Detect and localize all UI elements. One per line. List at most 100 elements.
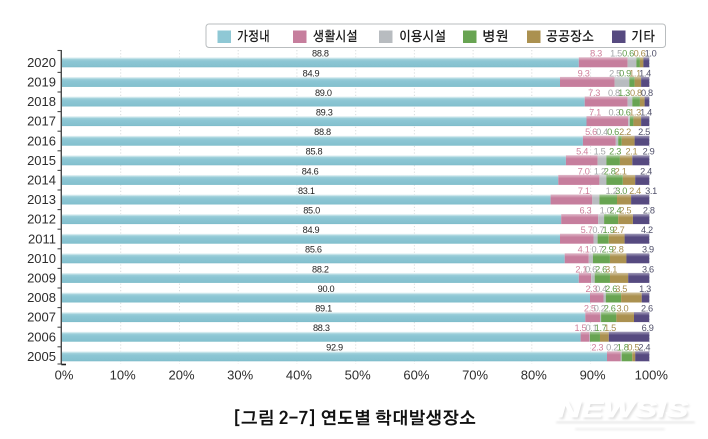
svg-text:2008: 2008: [27, 290, 56, 305]
svg-text:92.9: 92.9: [326, 343, 343, 353]
svg-text:0.2: 0.2: [594, 304, 606, 314]
svg-text:2.4: 2.4: [629, 186, 641, 196]
svg-text:2.9: 2.9: [643, 147, 655, 157]
svg-text:0.4: 0.4: [595, 284, 607, 294]
svg-text:88.8: 88.8: [314, 127, 331, 137]
svg-text:89.1: 89.1: [315, 304, 332, 314]
svg-text:90.0: 90.0: [318, 284, 335, 294]
svg-text:3.5: 3.5: [615, 284, 627, 294]
svg-text:20%: 20%: [168, 368, 194, 383]
svg-text:1.5: 1.5: [574, 323, 586, 333]
svg-text:7.3: 7.3: [588, 88, 600, 98]
svg-text:3.0: 3.0: [616, 304, 628, 314]
svg-text:84.9: 84.9: [303, 68, 320, 78]
svg-text:10%: 10%: [110, 368, 136, 383]
svg-text:4.1: 4.1: [578, 245, 590, 255]
svg-text:2.4: 2.4: [638, 343, 650, 353]
svg-text:88.8: 88.8: [312, 49, 329, 59]
svg-text:0.9: 0.9: [619, 68, 631, 78]
svg-text:0.5: 0.5: [627, 343, 639, 353]
svg-text:0.6: 0.6: [619, 108, 631, 118]
svg-text:2.3: 2.3: [609, 147, 621, 157]
svg-text:85.0: 85.0: [303, 206, 320, 216]
svg-text:2.6: 2.6: [604, 304, 616, 314]
svg-text:84.9: 84.9: [303, 225, 320, 235]
svg-text:0.8: 0.8: [608, 88, 620, 98]
svg-text:7.1: 7.1: [578, 186, 590, 196]
svg-text:2.6: 2.6: [641, 304, 653, 314]
svg-text:84.6: 84.6: [302, 166, 319, 176]
svg-text:1.1: 1.1: [629, 68, 641, 78]
svg-text:1.8: 1.8: [617, 343, 629, 353]
svg-text:2013: 2013: [27, 192, 56, 207]
svg-text:2009: 2009: [27, 271, 56, 286]
svg-text:2.5: 2.5: [609, 68, 621, 78]
svg-text:2.5: 2.5: [638, 127, 650, 137]
svg-text:5.7: 5.7: [581, 225, 593, 235]
svg-text:88.2: 88.2: [312, 264, 329, 274]
svg-text:2.1: 2.1: [615, 166, 627, 176]
svg-text:70%: 70%: [462, 368, 488, 383]
svg-text:1.5: 1.5: [610, 49, 622, 59]
svg-text:30%: 30%: [227, 368, 253, 383]
svg-text:89.3: 89.3: [316, 108, 333, 118]
svg-text:1.3: 1.3: [629, 108, 641, 118]
svg-text:2.7: 2.7: [613, 225, 625, 235]
svg-text:89.0: 89.0: [315, 88, 332, 98]
svg-text:83.1: 83.1: [298, 186, 315, 196]
svg-text:2005: 2005: [27, 349, 56, 364]
svg-text:40%: 40%: [286, 368, 312, 383]
svg-text:2.2: 2.2: [619, 127, 631, 137]
svg-text:4.2: 4.2: [641, 225, 653, 235]
svg-text:2015: 2015: [27, 153, 56, 168]
svg-text:2.5: 2.5: [619, 206, 631, 216]
svg-text:88.3: 88.3: [313, 323, 330, 333]
svg-text:6.3: 6.3: [579, 206, 591, 216]
svg-text:2019: 2019: [27, 75, 56, 90]
svg-text:2.5: 2.5: [584, 304, 596, 314]
svg-text:2.8: 2.8: [643, 206, 655, 216]
svg-text:9.3: 9.3: [578, 68, 590, 78]
svg-text:7.1: 7.1: [589, 108, 601, 118]
svg-text:0.6: 0.6: [585, 264, 597, 274]
svg-text:3.9: 3.9: [642, 245, 654, 255]
svg-text:5.6: 5.6: [585, 127, 597, 137]
svg-text:3.1: 3.1: [645, 186, 657, 196]
svg-text:2010: 2010: [27, 251, 56, 266]
svg-text:90%: 90%: [580, 368, 606, 383]
svg-text:0.2: 0.2: [606, 343, 618, 353]
svg-text:2012: 2012: [27, 212, 56, 227]
svg-text:0.6: 0.6: [607, 127, 619, 137]
svg-text:NEWSIS: NEWSIS: [559, 398, 691, 424]
svg-text:2011: 2011: [28, 231, 56, 246]
svg-text:5.4: 5.4: [576, 147, 588, 157]
svg-text:2014: 2014: [27, 173, 56, 188]
svg-text:0.6: 0.6: [622, 49, 634, 59]
svg-text:1.3: 1.3: [618, 88, 630, 98]
svg-text:2.8: 2.8: [604, 166, 616, 176]
svg-text:1.7: 1.7: [595, 323, 607, 333]
svg-text:2007: 2007: [27, 310, 56, 325]
svg-text:2018: 2018: [27, 94, 56, 109]
svg-text:2.4: 2.4: [640, 166, 652, 176]
svg-text:0.7: 0.7: [591, 245, 603, 255]
svg-text:2017: 2017: [27, 114, 56, 129]
svg-text:0.3: 0.3: [608, 108, 620, 118]
svg-text:2.1: 2.1: [575, 264, 587, 274]
svg-text:8.3: 8.3: [590, 49, 602, 59]
svg-text:1.0: 1.0: [600, 206, 612, 216]
svg-text:0.8: 0.8: [641, 88, 653, 98]
svg-text:2.9: 2.9: [602, 245, 614, 255]
svg-text:3.0: 3.0: [615, 186, 627, 196]
svg-text:NEWSIS: NEWSIS: [557, 396, 689, 422]
svg-text:2.1: 2.1: [625, 147, 637, 157]
svg-text:3.6: 3.6: [642, 264, 654, 274]
svg-text:1.9: 1.9: [602, 225, 614, 235]
svg-text:2.3: 2.3: [585, 284, 597, 294]
svg-text:1.5: 1.5: [604, 323, 616, 333]
svg-text:1.2: 1.2: [594, 166, 606, 176]
svg-text:0.8: 0.8: [630, 88, 642, 98]
svg-text:60%: 60%: [403, 368, 429, 383]
svg-text:1.3: 1.3: [639, 284, 651, 294]
svg-text:0.6: 0.6: [634, 49, 646, 59]
